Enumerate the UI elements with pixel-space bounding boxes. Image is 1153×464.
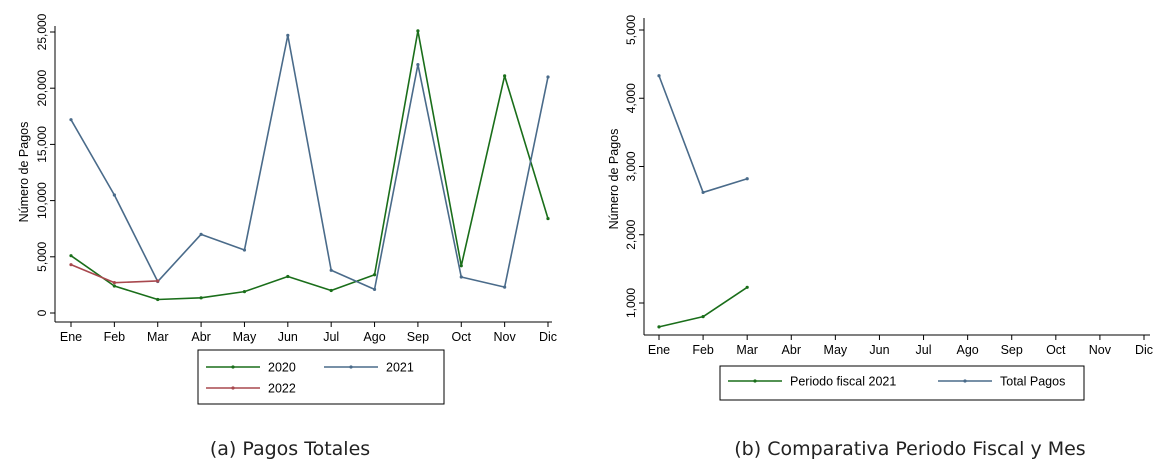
y-tick-label: 10,000: [35, 182, 49, 219]
data-point: [156, 279, 160, 283]
y-axis-label: Número de Pagos: [17, 122, 31, 223]
x-tick-label: Sep: [407, 330, 429, 344]
data-point: [199, 232, 203, 236]
x-tick-label: Nov: [494, 330, 517, 344]
data-point: [416, 62, 420, 67]
data-point: [503, 285, 507, 289]
y-tick-label: 1,000: [624, 288, 638, 318]
data-point: [745, 285, 749, 289]
series-line-total-pagos: [658, 75, 748, 194]
data-point: [156, 297, 160, 302]
x-tick-label: Dic: [1135, 343, 1153, 357]
legend-box: [719, 365, 1085, 401]
x-tick-label: Feb: [692, 343, 714, 357]
series-line-2020: [70, 30, 549, 301]
y-tick-label: 0: [35, 309, 49, 316]
data-point: [503, 74, 507, 78]
legend-marker: [963, 379, 967, 383]
data-point: [69, 118, 73, 122]
x-tick-label: Jul: [916, 343, 932, 357]
legend-label: 2020: [268, 361, 296, 375]
data-point: [546, 216, 550, 221]
data-point: [701, 190, 705, 195]
y-tick-label: 2,000: [624, 219, 638, 249]
data-point: [69, 254, 73, 258]
data-point: [112, 281, 116, 285]
legend-marker: [753, 379, 757, 383]
legend-marker: [349, 365, 353, 369]
x-tick-label: Mar: [147, 330, 169, 344]
legend-label: 2022: [268, 382, 296, 396]
series-line-2022: [70, 263, 158, 284]
y-tick-label: 5,000: [624, 15, 638, 45]
x-tick-label: Feb: [104, 330, 126, 344]
data-point: [372, 273, 377, 277]
data-point: [745, 177, 749, 181]
x-tick-label: Dic: [539, 330, 557, 344]
chart-comparativa-periodo-fiscal: 1,000 2,000 3,000 4,000 5,000 Número de Pagos…: [607, 15, 1153, 401]
y-tick-label: 20,000: [35, 70, 49, 107]
x-tick-label: Jun: [869, 343, 889, 357]
series-line-periodo-fiscal-2021: [658, 286, 748, 328]
legend-box: [197, 349, 445, 405]
x-tick-label: Oct: [1046, 343, 1066, 357]
data-point: [657, 74, 661, 78]
legend-marker: [231, 365, 235, 369]
y-tick-label: 25,000: [35, 13, 49, 50]
left-panel-background: [8, 5, 574, 418]
series-line-2021: [70, 34, 549, 291]
data-point: [112, 284, 116, 288]
data-point: [459, 264, 463, 268]
data-point: [329, 288, 333, 293]
right-panel-background: [598, 5, 1152, 418]
caption-pagos-totales: (a) Pagos Totales: [209, 438, 371, 460]
data-point: [329, 268, 333, 272]
data-point: [242, 290, 247, 294]
x-tick-label: Ago: [957, 343, 979, 357]
data-point: [416, 29, 420, 33]
data-point: [701, 315, 705, 319]
y-tick-label: 4,000: [624, 83, 638, 113]
chart-pagos-totales: 0 5,000 10,000 15,000 20,000 25,000 Número de …: [17, 13, 557, 405]
x-tick-label: Abr: [782, 343, 801, 357]
x-tick-label: Oct: [452, 330, 472, 344]
data-point: [69, 263, 73, 267]
data-point: [372, 287, 377, 291]
data-point: [657, 325, 661, 329]
x-tick-label: Ene: [60, 330, 82, 344]
data-point: [286, 33, 290, 37]
legend-label: Periodo fiscal 2021: [790, 375, 896, 389]
x-tick-label: Abr: [191, 330, 210, 344]
data-point: [242, 248, 247, 252]
x-tick-label: May: [824, 343, 848, 357]
x-tick-label: May: [233, 330, 257, 344]
y-tick-label: 3,000: [624, 151, 638, 181]
x-tick-label: Nov: [1089, 343, 1112, 357]
x-tick-label: Jul: [323, 330, 339, 344]
y-axis-label: Número de Pagos: [607, 129, 621, 230]
x-tick-label: Ene: [648, 343, 670, 357]
data-point: [112, 193, 116, 197]
legend-marker: [231, 386, 235, 390]
data-point: [546, 75, 550, 79]
y-tick-label: 5,000: [35, 241, 49, 271]
data-point: [459, 275, 463, 279]
y-tick-label: 15,000: [35, 126, 49, 163]
x-tick-label: Mar: [736, 343, 758, 357]
legend-label: Total Pagos: [1000, 375, 1065, 389]
x-tick-label: Jun: [278, 330, 298, 344]
x-tick-label: Sep: [1001, 343, 1023, 357]
caption-comparativa: (b) Comparativa Periodo Fiscal y Mes: [734, 438, 1086, 460]
legend-label: 2021: [386, 361, 414, 375]
data-point: [286, 274, 290, 279]
data-point: [199, 296, 203, 300]
x-tick-label: Ago: [363, 330, 385, 344]
